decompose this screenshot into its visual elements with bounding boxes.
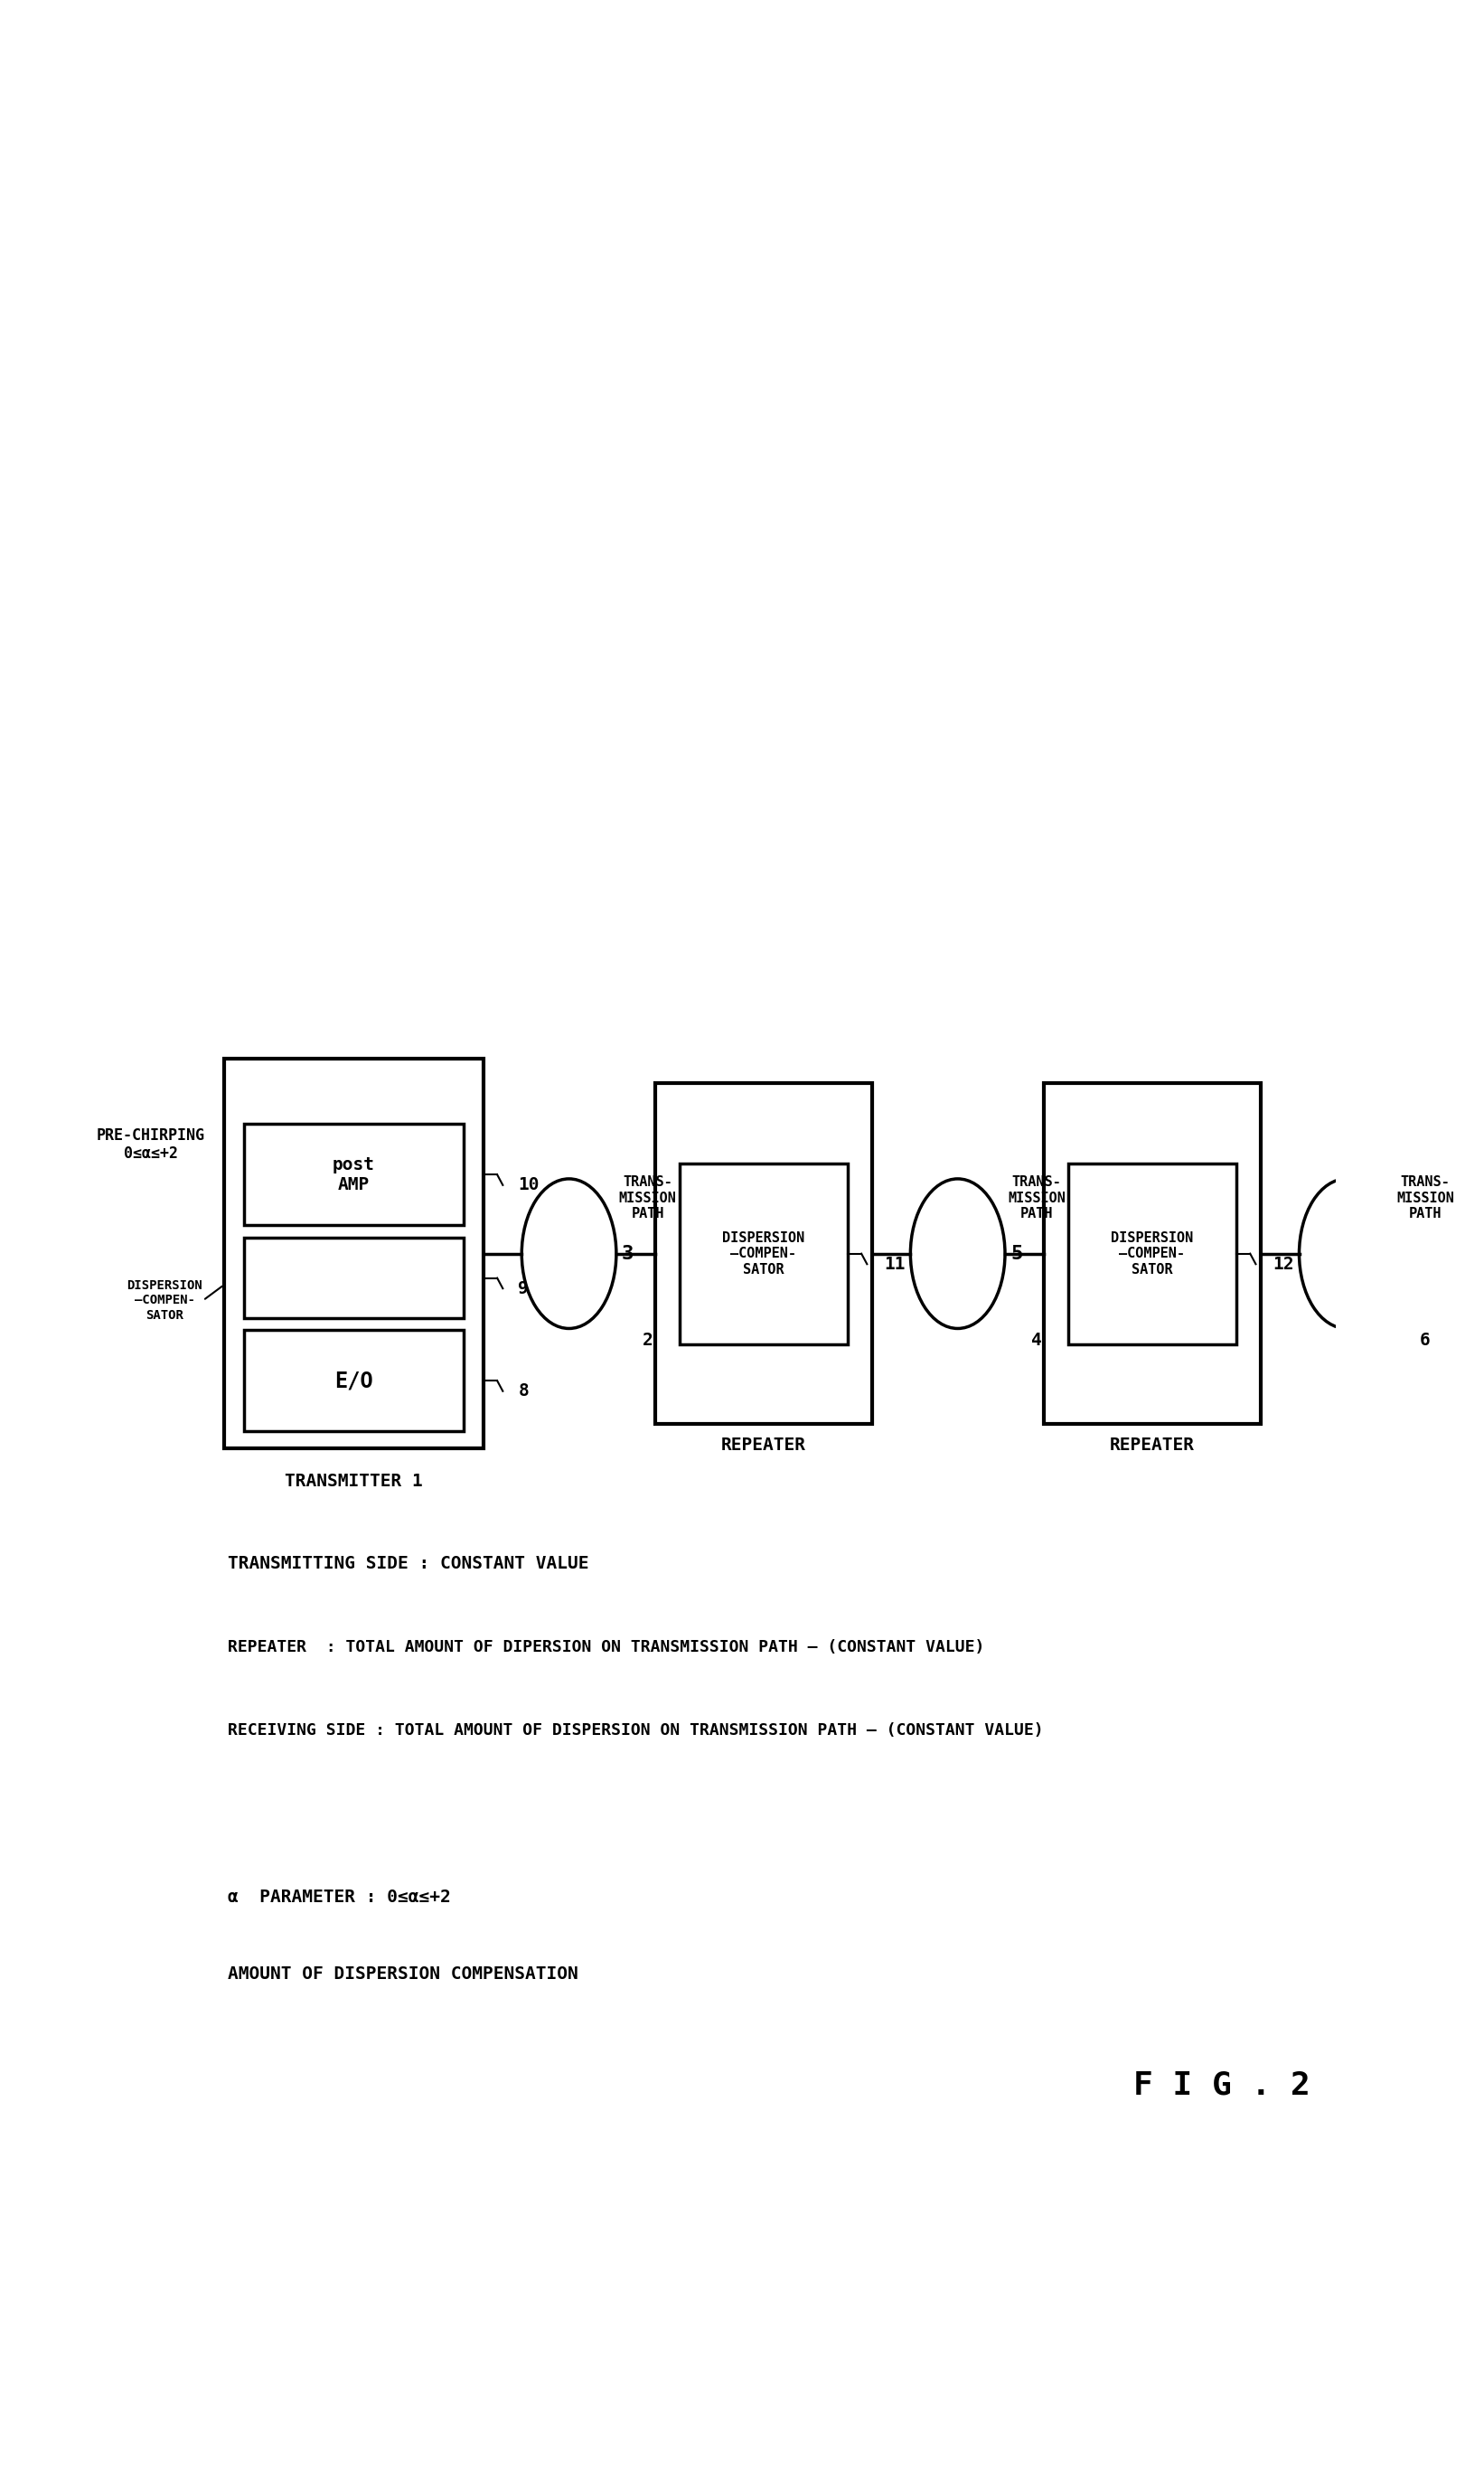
Text: DISPERSION
–COMPEN-
SATOR: DISPERSION –COMPEN- SATOR bbox=[126, 1279, 202, 1321]
Text: 11: 11 bbox=[884, 1256, 905, 1274]
Bar bbox=[243, 1331, 463, 1431]
Bar bbox=[1068, 1164, 1236, 1344]
Bar bbox=[243, 1125, 463, 1224]
Bar bbox=[1451, 1237, 1484, 1319]
Ellipse shape bbox=[522, 1179, 616, 1329]
Text: REPEATER: REPEATER bbox=[721, 1436, 806, 1453]
Text: DISPERSION
–COMPEN-
SATOR: DISPERSION –COMPEN- SATOR bbox=[723, 1232, 804, 1276]
Text: REPEATER: REPEATER bbox=[1110, 1436, 1195, 1453]
Text: 10: 10 bbox=[518, 1177, 540, 1194]
Text: 3: 3 bbox=[622, 1244, 634, 1264]
Text: TRANS-
MISSION
PATH: TRANS- MISSION PATH bbox=[619, 1174, 677, 1222]
Text: F I G . 2: F I G . 2 bbox=[1134, 2070, 1310, 2100]
Text: E/O: E/O bbox=[334, 1371, 372, 1391]
Text: TRANSMITTING SIDE : CONSTANT VALUE: TRANSMITTING SIDE : CONSTANT VALUE bbox=[227, 1555, 589, 1572]
Bar bbox=[1432, 1060, 1484, 1448]
Bar bbox=[1451, 1125, 1484, 1224]
Ellipse shape bbox=[1298, 1179, 1393, 1329]
Bar bbox=[243, 1237, 463, 1319]
Text: PRE-CHIRPING
0≤α≤+2: PRE-CHIRPING 0≤α≤+2 bbox=[96, 1127, 205, 1162]
Text: RECEIVING SIDE : TOTAL AMOUNT OF DISPERSION ON TRANSMISSION PATH – (CONSTANT VAL: RECEIVING SIDE : TOTAL AMOUNT OF DISPERS… bbox=[227, 1722, 1043, 1739]
Text: AMOUNT OF DISPERSION COMPENSATION: AMOUNT OF DISPERSION COMPENSATION bbox=[227, 1966, 577, 1983]
Text: 4: 4 bbox=[1031, 1331, 1042, 1348]
Bar bbox=[1043, 1082, 1260, 1423]
Text: 9: 9 bbox=[518, 1279, 528, 1296]
Text: 5: 5 bbox=[1011, 1244, 1022, 1264]
Ellipse shape bbox=[911, 1179, 1005, 1329]
Text: TRANS-
MISSION
PATH: TRANS- MISSION PATH bbox=[1008, 1174, 1066, 1222]
Text: REPEATER  : TOTAL AMOUNT OF DIPERSION ON TRANSMISSION PATH – (CONSTANT VALUE): REPEATER : TOTAL AMOUNT OF DIPERSION ON … bbox=[227, 1640, 984, 1655]
Text: 12: 12 bbox=[1273, 1256, 1294, 1274]
Text: DISPERSION
–COMPEN-
SATOR: DISPERSION –COMPEN- SATOR bbox=[1112, 1232, 1193, 1276]
Text: 8: 8 bbox=[518, 1383, 528, 1401]
Text: α  PARAMETER : 0≤α≤+2: α PARAMETER : 0≤α≤+2 bbox=[227, 1888, 451, 1906]
Bar bbox=[1451, 1331, 1484, 1431]
Text: post
AMP: post AMP bbox=[332, 1157, 375, 1194]
Bar bbox=[224, 1060, 484, 1448]
Text: 2: 2 bbox=[643, 1331, 653, 1348]
Bar bbox=[680, 1164, 847, 1344]
Text: 6: 6 bbox=[1420, 1331, 1431, 1348]
Text: TRANSMITTER 1: TRANSMITTER 1 bbox=[285, 1473, 423, 1490]
Text: TRANS-
MISSION
PATH: TRANS- MISSION PATH bbox=[1396, 1174, 1454, 1222]
Bar bbox=[654, 1082, 873, 1423]
